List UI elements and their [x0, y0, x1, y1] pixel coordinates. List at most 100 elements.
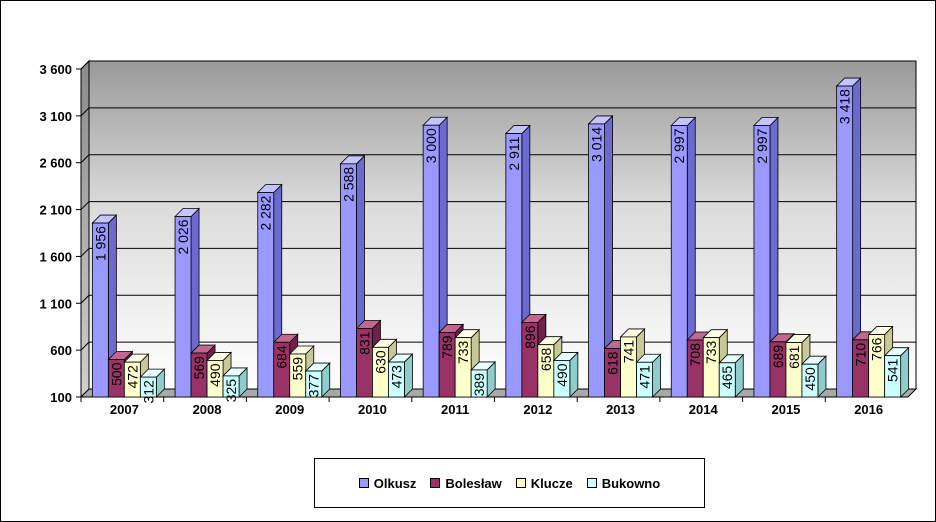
- x-tick-label: 2008: [193, 402, 222, 417]
- bar-klucze: [454, 337, 472, 398]
- bar-chart: 100 600 1 100 1 600 2 100 2 600 3 100 3 600 2007…: [39, 59, 918, 417]
- gridline-side: [80, 154, 90, 164]
- gridline-side: [80, 60, 90, 70]
- legend-item: Bolesław: [430, 475, 502, 491]
- gridline-side: [80, 248, 90, 257]
- y-tick-label: 100: [50, 390, 72, 405]
- x-tick-label: 2009: [275, 402, 304, 417]
- y-tick-label: 2 600: [39, 156, 72, 171]
- x-tick-label: 2015: [771, 402, 800, 417]
- data-label: 1 956: [92, 226, 108, 261]
- data-label: 312: [140, 380, 156, 404]
- data-label: 2 026: [175, 219, 191, 254]
- legend-item: Olkusz: [358, 475, 417, 491]
- data-label: 2 588: [340, 167, 356, 202]
- bar-bukowno: [553, 360, 571, 398]
- data-label: 473: [388, 365, 404, 389]
- bar-bukowno: [718, 362, 736, 398]
- bar-olkusz: [257, 192, 275, 398]
- legend-label: Bolesław: [445, 475, 502, 491]
- bar-bukowno: [222, 375, 240, 398]
- data-label: 766: [869, 337, 885, 361]
- legend-swatch: [358, 478, 369, 488]
- x-tick-label: 2011: [441, 402, 469, 417]
- x-tick-label: 2012: [523, 402, 552, 417]
- x-tick-label: 2016: [854, 402, 883, 417]
- data-label: 3 014: [589, 127, 605, 162]
- data-label: 630: [372, 350, 388, 374]
- data-label: 465: [719, 366, 735, 390]
- legend-swatch: [430, 478, 441, 488]
- data-label: 450: [802, 367, 818, 391]
- bar-olkusz: [91, 222, 109, 398]
- legend-label: Klucze: [530, 475, 573, 491]
- bar-bukowno: [470, 369, 488, 398]
- data-label: 500: [108, 362, 124, 386]
- data-label: 741: [621, 340, 637, 364]
- data-label: 684: [274, 345, 290, 369]
- data-label: 471: [637, 365, 653, 389]
- data-label: 710: [853, 343, 869, 367]
- x-tick-label: 2007: [110, 402, 139, 417]
- legend-swatch: [586, 478, 597, 488]
- data-label: 789: [439, 335, 455, 359]
- bar-bukowno: [305, 370, 323, 398]
- bar-bukowno: [388, 361, 405, 398]
- y-tick-label: 2 100: [39, 203, 72, 218]
- bar-olkusz: [340, 163, 357, 398]
- data-label: 569: [191, 356, 207, 380]
- data-label: 658: [538, 347, 554, 371]
- legend-item: Klucze: [515, 475, 573, 491]
- bar-olkusz: [174, 216, 192, 398]
- y-tick-label: 1 600: [39, 249, 72, 264]
- data-label: 708: [687, 343, 703, 367]
- gridline-side: [80, 107, 90, 117]
- bar-olkusz: [505, 133, 523, 398]
- y-tick-label: 3 600: [39, 62, 72, 77]
- legend-label: Olkusz: [373, 475, 417, 491]
- bar-bukowno: [636, 361, 653, 398]
- data-label: 472: [124, 365, 140, 389]
- gridline-side: [80, 201, 90, 210]
- data-label: 2 997: [754, 128, 770, 163]
- y-tick-label: 3 100: [39, 109, 72, 124]
- data-label: 618: [605, 351, 621, 375]
- data-label: 2 997: [671, 128, 687, 163]
- gridline-side: [80, 294, 90, 304]
- data-label: 2 911: [506, 136, 522, 170]
- y-tick-label: 1 100: [39, 296, 72, 311]
- data-label: 389: [471, 373, 487, 397]
- bar-olkusz: [836, 85, 854, 398]
- legend-swatch: [515, 478, 526, 488]
- legend-label: Bukowno: [601, 475, 661, 491]
- gridline-side: [80, 341, 90, 351]
- chart-legend: Olkusz Bolesław Klucze Bukowno: [314, 458, 705, 508]
- data-label: 559: [290, 357, 306, 381]
- data-label: 490: [207, 363, 223, 387]
- legend-item: Bukowno: [586, 475, 661, 491]
- x-tick-label: 2014: [689, 402, 719, 417]
- data-label: 3 418: [837, 89, 853, 124]
- data-label: 377: [306, 374, 322, 398]
- data-label: 733: [703, 340, 719, 364]
- bar-bukowno: [139, 376, 157, 398]
- data-label: 681: [786, 345, 802, 369]
- data-label: 490: [554, 363, 570, 387]
- data-label: 3 000: [423, 128, 439, 163]
- data-label: 733: [455, 340, 471, 364]
- data-label: 325: [223, 379, 239, 403]
- y-tick-label: 600: [50, 343, 72, 358]
- bar-olkusz: [588, 123, 605, 398]
- bar-bukowno: [801, 363, 819, 398]
- data-label: 2 282: [258, 195, 274, 230]
- bar-olkusz: [670, 125, 688, 398]
- x-tick-label: 2013: [606, 402, 635, 417]
- data-label: 896: [522, 325, 538, 349]
- bar-side: [900, 346, 910, 398]
- bar-olkusz: [753, 125, 771, 398]
- data-label: 689: [770, 345, 786, 369]
- x-tick-label: 2010: [358, 402, 387, 417]
- data-label: 831: [356, 331, 372, 355]
- bar-bukowno: [884, 355, 902, 398]
